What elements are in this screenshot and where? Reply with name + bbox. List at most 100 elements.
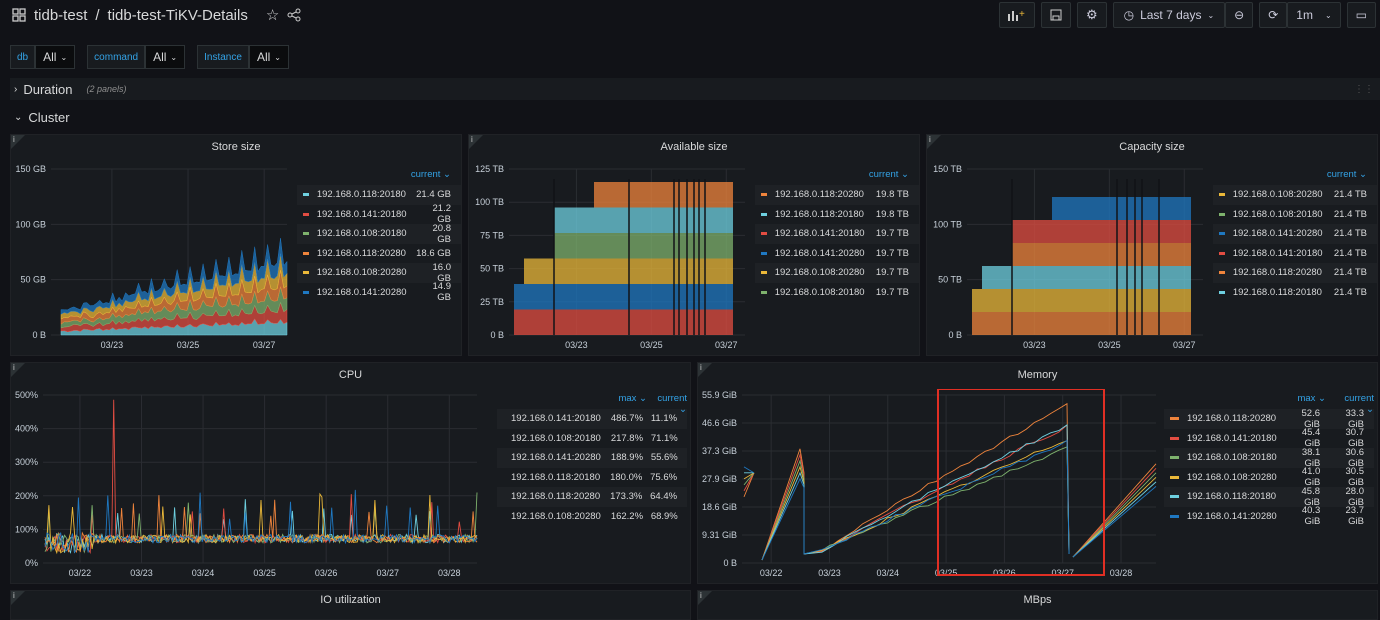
legend-sort-current[interactable]: current ⌄: [1344, 393, 1374, 415]
refresh-button[interactable]: ⟳: [1259, 2, 1288, 28]
legend-item[interactable]: 192.168.0.108:20180 217.8% 71.1%: [497, 429, 687, 449]
series-color-swatch: [303, 212, 309, 216]
legend-sort-current[interactable]: current ⌄: [1326, 169, 1367, 180]
x-tick-label: 03/27: [715, 340, 738, 350]
panel-title: CPU: [338, 369, 363, 381]
legend-value-max: 188.9%: [610, 452, 644, 464]
panel-memory[interactable]: i Memory 55.9 GiB 46.6 GiB 37.3 GiB 27.9 Gi…: [697, 362, 1378, 584]
legend-item[interactable]: 192.168.0.108:20180 20.8 GB: [297, 223, 461, 245]
legend-item[interactable]: 192.168.0.141:20280 188.9% 55.6%: [497, 448, 687, 468]
info-icon[interactable]: i: [927, 135, 941, 149]
series-area: [1052, 289, 1191, 312]
legend-item[interactable]: 192.168.0.118:20180 19.8 TB: [755, 205, 919, 225]
legend-item[interactable]: 192.168.0.118:20280 173.3% 64.4%: [497, 487, 687, 507]
panel-capacity-size[interactable]: i Capacity size 150 TB 100 TB 50 TB 0 B 03/2…: [926, 134, 1378, 356]
x-tick-label: 03/27: [376, 568, 399, 578]
legend-item[interactable]: 192.168.0.118:20180 21.4 TB: [1213, 283, 1377, 303]
legend-item[interactable]: 192.168.0.141:20280 21.4 TB: [1213, 224, 1377, 244]
legend-item[interactable]: 192.168.0.118:20280 19.8 TB: [755, 185, 919, 205]
chart-available[interactable]: 125 TB 100 TB 75 TB 50 TB 25 TB 0 B 03/23 03/25…: [469, 163, 749, 353]
dashboards-grid-icon[interactable]: [12, 8, 26, 22]
legend-value-current: 68.9%: [650, 510, 678, 522]
legend-item[interactable]: 192.168.0.108:20180 19.7 TB: [755, 283, 919, 303]
legend-item[interactable]: 192.168.0.141:20280 19.7 TB: [755, 244, 919, 264]
legend-value-current: 71.1%: [650, 432, 678, 444]
legend-item[interactable]: 192.168.0.118:20280 18.6 GB: [297, 244, 461, 264]
star-icon[interactable]: ☆: [265, 7, 280, 24]
share-icon[interactable]: [287, 8, 301, 22]
panel-available-size[interactable]: i Available size 125 TB 100 TB 75 TB 50 TB 2…: [468, 134, 920, 356]
dashboard-title[interactable]: tidb-test-TiKV-Details: [107, 6, 248, 24]
legend-series-name: 192.168.0.108:20280: [1232, 189, 1323, 201]
legend-series-name: 192.168.0.108:20280: [316, 267, 407, 279]
legend-sort-current[interactable]: current ⌄: [657, 393, 687, 415]
panel-io-utilization[interactable]: i IO utilization: [10, 590, 691, 620]
legend-sort-current[interactable]: current ⌄: [410, 169, 451, 180]
series-line: [44, 489, 478, 554]
legend-item[interactable]: 192.168.0.108:20280 41.0 GiB 30.5 GiB: [1164, 466, 1374, 488]
legend: max ⌄ current ⌄ 192.168.0.118:20280 52.6 Gi…: [1164, 393, 1374, 527]
chart-store[interactable]: 150 GB 100 GB 50 GB 0 B 03/23 03/25 03/27: [11, 163, 291, 353]
legend-item[interactable]: 192.168.0.108:20280 16.0 GB: [297, 261, 461, 284]
legend-value-current: 21.4 TB: [1333, 208, 1367, 220]
x-tick-label: 03/23: [101, 340, 124, 350]
y-tick-label: 46.6 GiB: [702, 418, 737, 428]
panel-store-size[interactable]: i Store size 150 GB 100 GB 50 GB 0 B 03/23 03…: [10, 134, 462, 356]
panel-mbps[interactable]: i MBps: [697, 590, 1378, 620]
legend-item[interactable]: 192.168.0.108:20180 38.1 GiB 30.6 GiB: [1164, 447, 1374, 469]
info-icon[interactable]: i: [469, 135, 483, 149]
legend-item[interactable]: 192.168.0.141:20180 21.4 TB: [1213, 244, 1377, 264]
legend-item[interactable]: 192.168.0.108:20280 21.4 TB: [1213, 185, 1377, 205]
x-tick-label: 03/22: [69, 568, 92, 578]
legend-item[interactable]: 192.168.0.118:20280 52.6 GiB 33.3 GiB: [1164, 408, 1374, 430]
add-panel-button[interactable]: +: [998, 2, 1035, 28]
info-icon[interactable]: i: [11, 135, 25, 149]
row-duration[interactable]: › Duration (2 panels) ⋮⋮: [10, 78, 1380, 100]
legend-item[interactable]: 192.168.0.141:20180 19.7 TB: [755, 224, 919, 244]
series-line: [44, 492, 478, 555]
variable-select-command[interactable]: All ⌄: [145, 45, 186, 69]
legend-value-max: 45.4 GiB: [1301, 427, 1321, 450]
info-icon[interactable]: i: [698, 591, 712, 605]
info-icon[interactable]: i: [11, 363, 25, 377]
legend-item[interactable]: 192.168.0.118:20180 21.4 GB: [297, 185, 461, 205]
legend-sort-max[interactable]: max ⌄: [1297, 393, 1326, 404]
legend-item[interactable]: 192.168.0.141:20180 45.4 GiB 30.7 GiB: [1164, 427, 1374, 450]
info-icon[interactable]: i: [698, 363, 712, 377]
series-color-swatch: [761, 232, 767, 236]
zoom-out-button[interactable]: ⊖: [1225, 2, 1254, 28]
panel-cpu[interactable]: i CPU 500% 400% 300% 200% 100% 0% 03/22 03/23 03…: [10, 362, 691, 584]
variable-select-db[interactable]: All ⌄: [35, 45, 76, 69]
legend-item[interactable]: 192.168.0.141:20180 21.2 GB: [297, 203, 461, 225]
legend-sort-max[interactable]: max ⌄: [618, 393, 647, 404]
legend-item[interactable]: 192.168.0.141:20280 40.3 GiB 23.7 GiB: [1164, 505, 1374, 527]
time-picker-button[interactable]: ◷ Last 7 days ⌄: [1112, 2, 1226, 28]
legend-series-name: 192.168.0.141:20280: [774, 247, 865, 259]
chart-cpu[interactable]: 500% 400% 300% 200% 100% 0% 03/22 03/23 03/24 03/…: [11, 389, 481, 581]
legend-item[interactable]: 192.168.0.118:20180 45.8 GiB 28.0 GiB: [1164, 486, 1374, 508]
series-area: [982, 289, 1012, 312]
settings-button[interactable]: ⚙: [1076, 2, 1107, 28]
legend-item[interactable]: 192.168.0.108:20280 19.7 TB: [755, 263, 919, 283]
tv-mode-button[interactable]: ▭: [1346, 2, 1376, 28]
legend-item[interactable]: 192.168.0.118:20180 180.0% 75.6%: [497, 468, 687, 488]
row-cluster[interactable]: ⌄ Cluster: [10, 106, 1380, 128]
legend-value-current: 16.0 GB: [432, 261, 452, 284]
breadcrumb-folder[interactable]: tidb-test: [34, 6, 88, 24]
variable-select-instance[interactable]: All ⌄: [248, 45, 289, 69]
legend-item[interactable]: 192.168.0.108:20180 21.4 TB: [1213, 205, 1377, 225]
legend-item[interactable]: 192.168.0.141:20280 14.9 GB: [297, 281, 461, 303]
save-dashboard-button[interactable]: [1040, 2, 1071, 28]
legend-sort-current[interactable]: current ⌄: [868, 169, 909, 180]
refresh-interval-picker[interactable]: 1m ⌄: [1287, 2, 1341, 28]
legend-item[interactable]: 192.168.0.118:20280 21.4 TB: [1213, 263, 1377, 283]
legend-item[interactable]: 192.168.0.141:20180 486.7% 11.1%: [497, 409, 687, 429]
legend-item[interactable]: 192.168.0.108:20280 162.2% 68.9%: [497, 507, 687, 527]
series-color-swatch: [303, 290, 309, 294]
drag-handle-icon[interactable]: ⋮⋮: [1354, 83, 1374, 95]
chart-capacity[interactable]: 150 TB 100 TB 50 TB 0 B 03/23 03/25 03/27: [927, 163, 1207, 353]
series-color-swatch: [761, 251, 767, 255]
info-icon[interactable]: i: [11, 591, 25, 605]
chart-memory[interactable]: 55.9 GiB 46.6 GiB 37.3 GiB 27.9 GiB 18.6 GiB…: [698, 389, 1160, 581]
legend-value-current: 19.7 TB: [875, 247, 909, 259]
